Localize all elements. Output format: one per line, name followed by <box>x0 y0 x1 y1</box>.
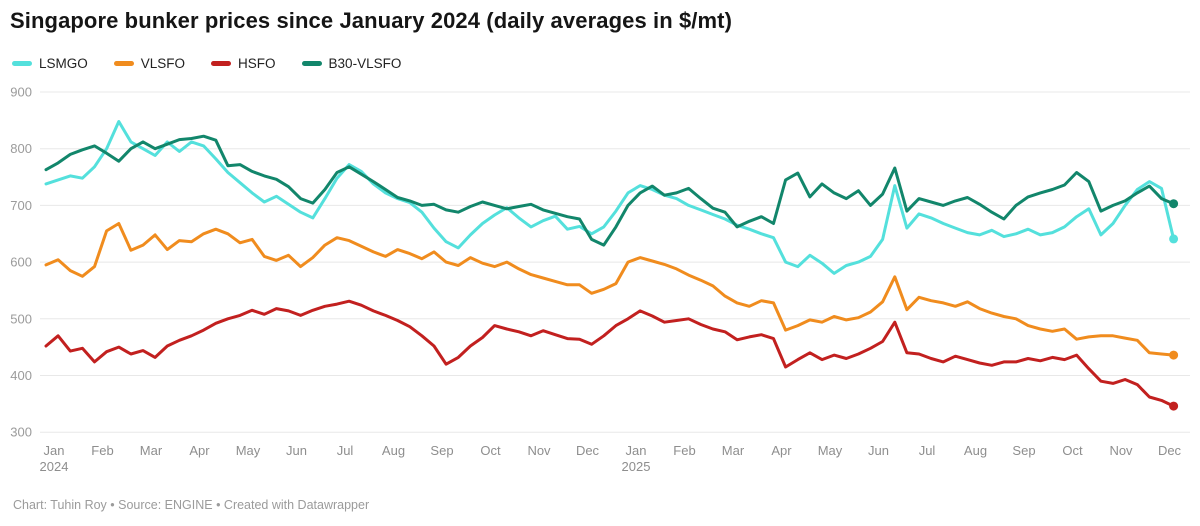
y-tick-label-400: 400 <box>10 368 32 383</box>
x-tick-label-22: Nov <box>1109 443 1133 458</box>
legend-label: LSMGO <box>39 56 88 71</box>
y-tick-label-800: 800 <box>10 141 32 156</box>
series-line-hsfo <box>44 299 1176 408</box>
x-tick-label-13: Feb <box>673 443 695 458</box>
legend-item-vlsfo: VLSFO <box>113 56 186 71</box>
x-year-label-2025: 2025 <box>622 459 651 474</box>
x-tick-label-5: Jun <box>286 443 307 458</box>
x-tick-label-8: Sep <box>430 443 453 458</box>
series-line-b30-vlsfo <box>44 134 1176 247</box>
chart-legend: LSMGO VLSFO HSFO B30-VLSFO <box>12 56 401 71</box>
x-tick-label-15: Apr <box>771 443 792 458</box>
x-tick-label-7: Aug <box>382 443 405 458</box>
x-tick-label-19: Aug <box>964 443 987 458</box>
attribution-text: Chart: Tuhin Roy • Source: ENGINE • Crea… <box>13 498 370 512</box>
x-tick-label-11: Dec <box>576 443 600 458</box>
x-tick-label-20: Sep <box>1012 443 1035 458</box>
legend-swatch-lsmgo <box>12 61 32 66</box>
y-tick-label-600: 600 <box>10 255 32 270</box>
series-end-dot-hsfo <box>1169 401 1179 411</box>
x-tick-label-1: Feb <box>91 443 113 458</box>
series-end-dot-vlsfo <box>1169 350 1179 360</box>
y-tick-label-500: 500 <box>10 311 32 326</box>
legend-item-hsfo: HSFO <box>211 56 276 71</box>
x-tick-label-21: Oct <box>1062 443 1083 458</box>
legend-item-b30-vlsfo: B30-VLSFO <box>301 56 402 71</box>
x-year-label-2024: 2024 <box>40 459 69 474</box>
x-tick-label-6: Jul <box>337 443 354 458</box>
x-tick-label-16: May <box>818 443 843 458</box>
series-line-vlsfo <box>44 222 1176 357</box>
x-tick-label-4: May <box>236 443 261 458</box>
y-tick-label-900: 900 <box>10 85 32 100</box>
legend-swatch-vlsfo <box>113 61 134 66</box>
x-tick-label-9: Oct <box>480 443 501 458</box>
x-tick-label-17: Jun <box>868 443 889 458</box>
x-tick-label-3: Apr <box>189 443 210 458</box>
x-tick-label-14: Mar <box>722 443 745 458</box>
legend-item-lsmgo: LSMGO <box>12 56 88 71</box>
x-tick-label-10: Nov <box>527 443 551 458</box>
x-tick-label-18: Jul <box>919 443 936 458</box>
legend-label: HSFO <box>238 56 276 71</box>
x-tick-label-12: Jan <box>626 443 647 458</box>
legend-swatch-hsfo <box>211 61 232 66</box>
series-end-dot-lsmgo <box>1169 234 1179 244</box>
legend-label: VLSFO <box>140 56 186 71</box>
series-line-lsmgo <box>44 120 1176 275</box>
x-tick-label-0: Jan <box>44 443 65 458</box>
y-tick-label-700: 700 <box>10 198 32 213</box>
series-end-dot-b30-vlsfo <box>1169 199 1179 209</box>
x-tick-label-2: Mar <box>140 443 163 458</box>
legend-swatch-b30-vlsfo <box>301 61 322 66</box>
x-tick-label-23: Dec <box>1158 443 1182 458</box>
page-title: Singapore bunker prices since January 20… <box>10 8 733 33</box>
legend-label: B30-VLSFO <box>328 56 402 71</box>
y-tick-label-300: 300 <box>10 425 32 440</box>
